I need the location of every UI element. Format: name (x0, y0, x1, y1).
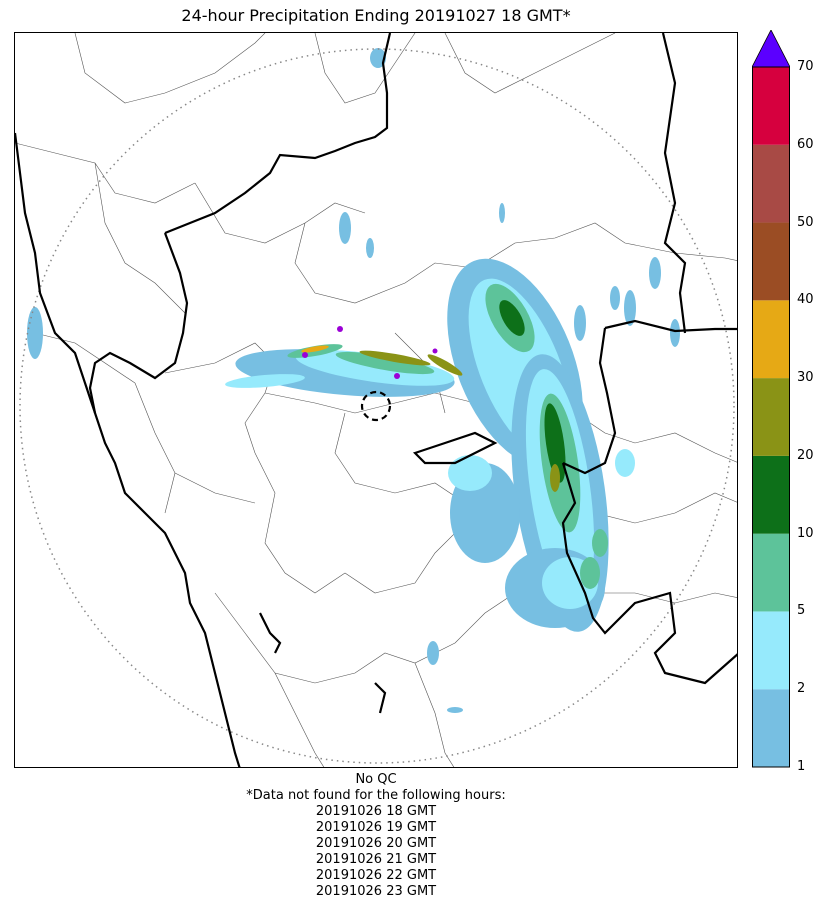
colorbar-tick-label: 10 (797, 525, 814, 541)
colorbar-segment (752, 67, 790, 145)
colorbar-segment (752, 300, 790, 379)
colorbar-tick-label: 20 (797, 447, 814, 463)
colorbar-segment (752, 378, 790, 456)
missing-hour: 20191026 18 GMT (315, 804, 437, 819)
missing-data-note: *Data not found for the following hours: (246, 788, 506, 803)
colorbar-tick-label: 5 (797, 603, 806, 619)
missing-hour: 20191026 20 GMT (315, 836, 437, 851)
precipitation-colorbar (752, 30, 790, 768)
radar-range-ring (19, 48, 735, 764)
colorbar-tick-label: 70 (797, 59, 814, 74)
chart-title: 24-hour Precipitation Ending 20191027 18… (181, 6, 571, 25)
colorbar-segment (752, 144, 790, 223)
colorbar-segment (752, 222, 790, 301)
colorbar-segment (752, 533, 790, 612)
colorbar-segment (752, 455, 790, 534)
radar-map (14, 32, 738, 768)
colorbar-tick-label: 2 (797, 681, 806, 697)
missing-hour: 20191026 19 GMT (315, 820, 437, 835)
colorbar-segments (752, 67, 790, 767)
colorbar-tick-labels: 1 2 5 10 20 30 40 50 60 70 (797, 0, 825, 800)
colorbar-tick-label: 60 (797, 136, 814, 152)
colorbar-tick-label: 1 (797, 759, 806, 774)
colorbar-segment (752, 611, 790, 690)
colorbar-tick-label: 50 (797, 214, 814, 230)
precip-layer (27, 48, 680, 713)
colorbar-extend-arrow (752, 30, 790, 68)
map-canvas (15, 33, 737, 767)
footer-notes: No QC *Data not found for the following … (14, 772, 738, 900)
colorbar-segment (752, 689, 790, 767)
missing-hour: 20191026 23 GMT (315, 884, 437, 899)
state-boundaries (15, 33, 737, 767)
colorbar-outline (752, 66, 790, 768)
qc-status: No QC (355, 772, 397, 787)
missing-hour: 20191026 21 GMT (315, 852, 437, 867)
radar-site-marker (360, 390, 392, 422)
colorbar-tick-label: 30 (797, 370, 814, 386)
colorbar-tick-label: 40 (797, 292, 814, 308)
missing-hour: 20191026 22 GMT (315, 868, 437, 883)
